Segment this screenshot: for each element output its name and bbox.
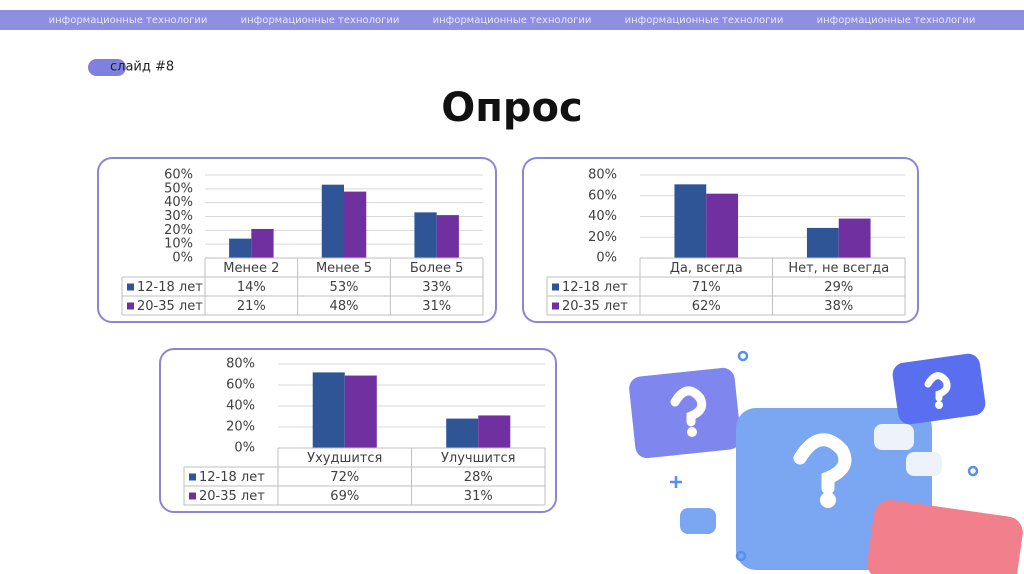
- y-tick-label: 0%: [596, 251, 617, 266]
- y-tick-label: 50%: [164, 181, 193, 196]
- y-tick-label: 30%: [164, 209, 193, 224]
- table-value: 14%: [237, 280, 266, 295]
- table-value: 69%: [330, 489, 359, 504]
- table-value: 72%: [330, 470, 359, 485]
- legend-label: 20-35 лет: [137, 299, 203, 314]
- bubble: [629, 367, 741, 459]
- table-value: 29%: [824, 280, 853, 295]
- y-tick-label: 60%: [226, 378, 255, 393]
- y-tick-label: 20%: [226, 420, 255, 435]
- table-value: 62%: [692, 299, 721, 314]
- legend-key: [552, 283, 559, 291]
- y-tick-label: 80%: [588, 168, 617, 183]
- bar: [706, 193, 739, 258]
- y-tick-label: 40%: [164, 195, 193, 210]
- legend-key: [127, 283, 134, 291]
- bar: [251, 228, 274, 258]
- bar: [478, 415, 511, 448]
- legend-key: [552, 302, 559, 310]
- bar: [436, 215, 459, 258]
- banner-text: информационные технологии: [817, 15, 976, 26]
- legend-label: 12-18 лет: [137, 280, 203, 295]
- bar: [414, 212, 437, 258]
- category-label: Нет, не всегда: [788, 261, 889, 276]
- legend-label: 12-18 лет: [562, 280, 628, 295]
- table-value: 71%: [692, 280, 721, 295]
- category-label: Менее 5: [316, 261, 372, 276]
- y-tick-label: 60%: [588, 188, 617, 203]
- banner-text: информационные технологии: [625, 15, 784, 26]
- y-tick-label: 60%: [164, 168, 193, 183]
- table-value: 21%: [237, 299, 266, 314]
- y-tick-label: 0%: [172, 251, 193, 266]
- bar: [229, 238, 252, 258]
- table-value: 33%: [422, 280, 451, 295]
- decoration: [629, 350, 1023, 574]
- bar: [312, 372, 345, 448]
- bar: [838, 218, 871, 258]
- category-label: Менее 2: [223, 261, 279, 276]
- banner: [0, 10, 1024, 30]
- legend-label: 20-35 лет: [562, 299, 628, 314]
- y-tick-label: 40%: [588, 209, 617, 224]
- legend-key: [189, 492, 196, 500]
- legend-key: [189, 473, 196, 481]
- table-value: 31%: [422, 299, 451, 314]
- y-tick-label: 20%: [588, 230, 617, 245]
- legend-label: 20-35 лет: [199, 489, 265, 504]
- slide-label: слайд #8: [110, 60, 174, 75]
- bar: [321, 184, 344, 258]
- bubble: [680, 508, 716, 534]
- bar: [446, 418, 479, 448]
- y-tick-label: 80%: [226, 357, 255, 372]
- bar: [674, 184, 707, 258]
- banner-text: информационные технологии: [433, 15, 592, 26]
- chart-frame: [97, 157, 497, 323]
- category-label: Более 5: [410, 261, 464, 276]
- bubble: [906, 452, 942, 476]
- category-label: Да, всегда: [670, 261, 743, 276]
- category-label: Ухудшится: [307, 451, 382, 466]
- bar: [344, 375, 377, 448]
- y-tick-label: 10%: [164, 237, 193, 252]
- y-tick-label: 20%: [164, 223, 193, 238]
- bubble: [892, 353, 986, 425]
- table-value: 38%: [824, 299, 853, 314]
- category-label: Улучшится: [441, 451, 516, 466]
- slide-title: Опрос: [441, 85, 582, 131]
- legend-label: 12-18 лет: [199, 470, 265, 485]
- bubble: [874, 424, 914, 450]
- banner-text: информационные технологии: [49, 15, 208, 26]
- table-value: 31%: [464, 489, 493, 504]
- bar: [806, 227, 839, 258]
- banner-text: информационные технологии: [241, 15, 400, 26]
- legend-key: [127, 302, 134, 310]
- table-value: 28%: [464, 470, 493, 485]
- slide-pill: [88, 59, 126, 76]
- table-value: 48%: [330, 299, 359, 314]
- table-value: 53%: [330, 280, 359, 295]
- y-tick-label: 0%: [234, 441, 255, 456]
- y-tick-label: 40%: [226, 399, 255, 414]
- bubble: [867, 500, 1023, 574]
- bar: [344, 191, 367, 258]
